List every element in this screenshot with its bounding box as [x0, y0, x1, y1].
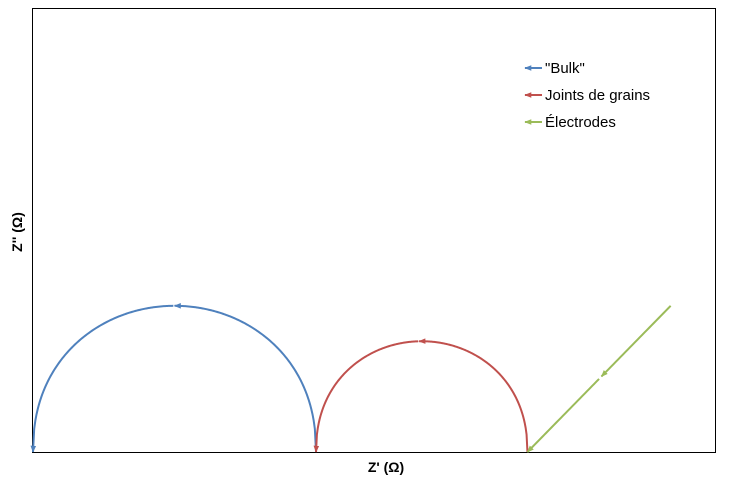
series-electrodes-segment-2 [526, 378, 600, 453]
y-axis-label: Z'' (Ω) [9, 212, 25, 252]
series-joints-de-grains-segment-2 [313, 340, 419, 453]
series-layer [30, 303, 672, 453]
plot-frame [32, 8, 716, 453]
x-axis-label: Z' (Ω) [368, 459, 404, 475]
series-joints-de-grains-segment-1 [418, 338, 529, 453]
legend-label-electrodes: Électrodes [545, 114, 616, 131]
series-bulk-segment-1 [173, 303, 318, 453]
legend-label-joints-de-grains: Joints de grains [545, 87, 650, 104]
legend-label-bulk: "Bulk" [545, 60, 585, 77]
series-bulk-segment-2 [30, 304, 174, 453]
series-electrodes-segment-1 [600, 305, 672, 378]
legend: "Bulk" Joints de grains Électrodes [524, 60, 650, 131]
